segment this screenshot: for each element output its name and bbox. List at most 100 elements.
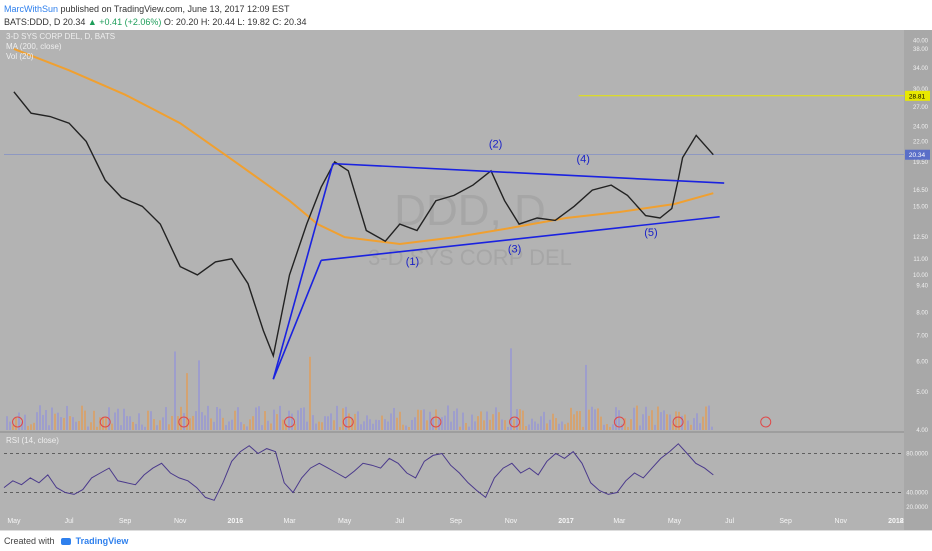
volume-bar xyxy=(633,407,635,430)
volume-bar xyxy=(93,410,95,430)
volume-bar xyxy=(336,405,338,430)
volume-bar xyxy=(183,413,185,430)
y-tick-label: 24.00 xyxy=(913,125,929,131)
last-price-label: 20.34 xyxy=(909,152,926,159)
volume-bar xyxy=(312,415,314,430)
volume-bar xyxy=(258,406,260,430)
earnings-marker[interactable] xyxy=(509,416,521,428)
volume-bar xyxy=(552,413,554,430)
volume-bar xyxy=(57,412,59,430)
volume-bar xyxy=(591,406,593,430)
x-tick-label: 12 xyxy=(896,518,904,525)
rsi-tick-label: 40.0000 xyxy=(906,491,928,497)
trend-line[interactable] xyxy=(272,260,322,380)
volume-bar xyxy=(12,425,14,430)
author-link[interactable]: MarcWithSun xyxy=(4,4,59,14)
volume-bar xyxy=(306,421,308,430)
volume-bar xyxy=(432,418,434,430)
volume-bar xyxy=(531,418,533,430)
volume-bar xyxy=(402,424,404,430)
earnings-marker[interactable] xyxy=(12,416,24,428)
earnings-marker[interactable] xyxy=(613,416,625,428)
volume-bar xyxy=(177,416,179,430)
volume-bar xyxy=(144,426,146,430)
volume-bar xyxy=(387,421,389,430)
volume-bar xyxy=(267,420,269,430)
volume-bar xyxy=(408,426,410,430)
chart-area[interactable]: DDD, D 3-D SYS CORP DEL 40.00 38.00 34.00 30.… xyxy=(0,30,932,530)
volume-bar xyxy=(675,411,677,430)
resistance-price-badge xyxy=(905,90,930,101)
wave-label: (1) xyxy=(406,256,419,268)
earnings-marker[interactable] xyxy=(430,416,442,428)
price-scale[interactable] xyxy=(904,30,932,530)
rsi-tick-label: 20.0000 xyxy=(906,505,928,511)
volume-bar xyxy=(21,421,23,430)
trend-line[interactable] xyxy=(272,163,334,380)
volume-bar xyxy=(105,416,107,430)
volume-bar xyxy=(189,418,191,430)
x-tick-label: Jul xyxy=(65,518,74,525)
x-tick-label: Sep xyxy=(119,518,132,525)
volume-bar xyxy=(252,416,254,430)
volume-bar xyxy=(375,419,377,430)
volume-bar xyxy=(210,418,212,430)
volume-bar xyxy=(444,415,446,430)
volume-bar xyxy=(570,407,572,430)
volume-bar xyxy=(9,421,11,430)
volume-bar xyxy=(60,417,62,430)
volume-bar xyxy=(153,419,155,430)
y-tick-label: 16.50 xyxy=(913,188,929,194)
volume-bar xyxy=(474,421,476,430)
volume-bar xyxy=(42,414,44,430)
chart-svg[interactable]: DDD, D 3-D SYS CORP DEL 40.00 38.00 34.00 30.… xyxy=(0,30,932,530)
volume-bar xyxy=(708,405,710,430)
volume-bar xyxy=(384,419,386,430)
last-price-badge xyxy=(905,149,930,160)
legend-vol: Vol (20) xyxy=(6,52,34,61)
x-tick-label: Mar xyxy=(613,518,626,525)
volume-bar xyxy=(537,423,539,430)
volume-bar xyxy=(321,422,323,430)
volume-bar xyxy=(501,419,503,430)
volume-bar xyxy=(558,423,560,430)
volume-bar xyxy=(621,424,623,430)
tradingview-brand[interactable]: TradingView xyxy=(75,536,129,546)
volume-bar xyxy=(582,426,584,430)
volume-bar xyxy=(519,409,521,430)
volume-bar xyxy=(81,405,83,430)
volume-bar xyxy=(507,426,509,430)
volume-bar xyxy=(438,419,440,430)
volume-bar xyxy=(450,421,452,430)
trend-line[interactable] xyxy=(321,215,720,262)
volume-bar xyxy=(456,408,458,430)
symbol-text: BATS:DDD, D 20.34 xyxy=(4,17,86,27)
earnings-marker[interactable] xyxy=(342,416,354,428)
earnings-marker[interactable] xyxy=(178,416,190,428)
volume-bar xyxy=(351,418,353,430)
earnings-marker[interactable] xyxy=(672,416,684,428)
volume-bar xyxy=(459,426,461,430)
volume-bar xyxy=(648,415,650,430)
earnings-marker[interactable] xyxy=(99,416,111,428)
earnings-marker[interactable] xyxy=(284,416,296,428)
x-tick-label: Jul xyxy=(725,518,734,525)
volume-bar xyxy=(168,424,170,430)
volume-bar xyxy=(156,425,158,430)
volume-bar xyxy=(609,426,611,430)
earnings-marker[interactable] xyxy=(760,416,772,428)
volume-bar xyxy=(123,408,125,430)
y-tick-label: 30.00 xyxy=(913,87,929,93)
y-tick-label: 5.00 xyxy=(916,390,928,396)
volume-bar xyxy=(372,423,374,430)
volume-bar xyxy=(285,424,287,430)
volume-bar xyxy=(654,424,656,430)
volume-bar xyxy=(174,351,176,430)
volume-bar xyxy=(510,348,512,430)
legend-ma: MA (200, close) xyxy=(6,42,62,51)
volume-bar xyxy=(291,413,293,430)
volume-bar xyxy=(249,419,251,430)
footer: Created with TradingView xyxy=(0,530,932,551)
legend-symbol: 3-D SYS CORP DEL, D, BATS xyxy=(6,32,116,41)
trend-line[interactable] xyxy=(332,162,725,184)
